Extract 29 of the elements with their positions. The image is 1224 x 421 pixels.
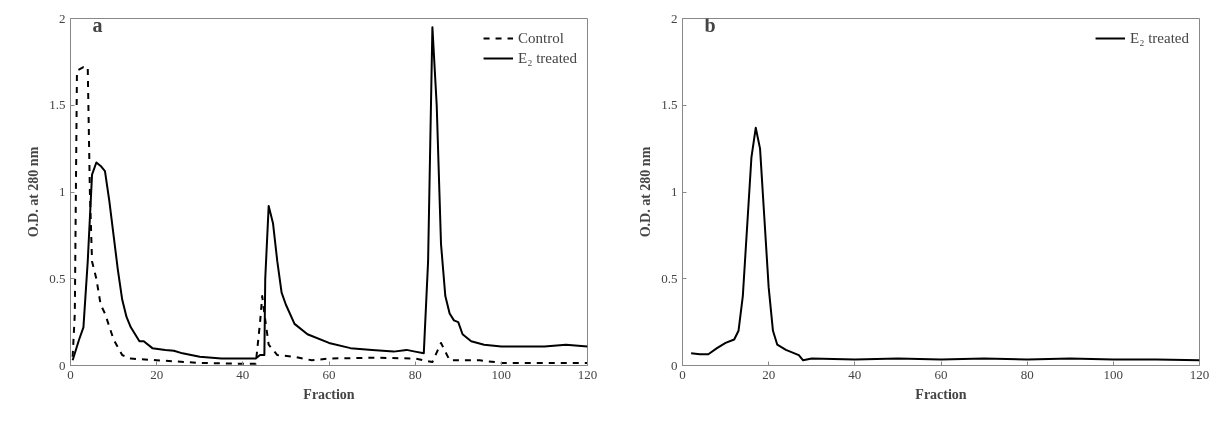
y-tick-label: 0.5	[661, 270, 678, 286]
y-tick-label: 1	[59, 184, 66, 199]
x-tick-label: 60	[934, 366, 948, 382]
y-tick-label: 1	[671, 184, 678, 199]
y-tick-label: 0.5	[49, 270, 66, 286]
x-tick-label: 80	[408, 366, 422, 382]
x-tick-label: 100	[1103, 366, 1124, 382]
y-tick-label: 1.5	[49, 97, 66, 113]
x-tick-label: 60	[322, 366, 336, 382]
x-tick-label: 40	[848, 366, 862, 382]
x-tick-label: 100	[491, 366, 512, 382]
x-tick-label: 40	[236, 366, 250, 382]
line-series	[690, 126, 1200, 362]
x-axis-title: Fraction	[303, 386, 355, 402]
x-tick-label: 20	[150, 366, 164, 382]
x-axis-title: Fraction	[915, 386, 967, 402]
y-tick-label: 2	[671, 10, 678, 26]
y-axis-title: O.D. at 280 nm	[26, 146, 42, 238]
x-tick-label: 20	[762, 366, 776, 382]
y-tick-label: 1.5	[661, 97, 678, 113]
y-axis-title: O.D. at 280 nm	[638, 146, 654, 238]
x-tick-label: 120	[1189, 366, 1210, 382]
legend-label: E₂ treated	[1130, 29, 1189, 47]
x-tick-label: 80	[1020, 366, 1034, 382]
legend-label: E₂ treated	[518, 49, 577, 67]
x-tick-label: 120	[577, 366, 598, 382]
legend-label: Control	[518, 29, 564, 47]
annotation: a	[92, 13, 103, 36]
y-tick-label: 2	[59, 10, 66, 26]
